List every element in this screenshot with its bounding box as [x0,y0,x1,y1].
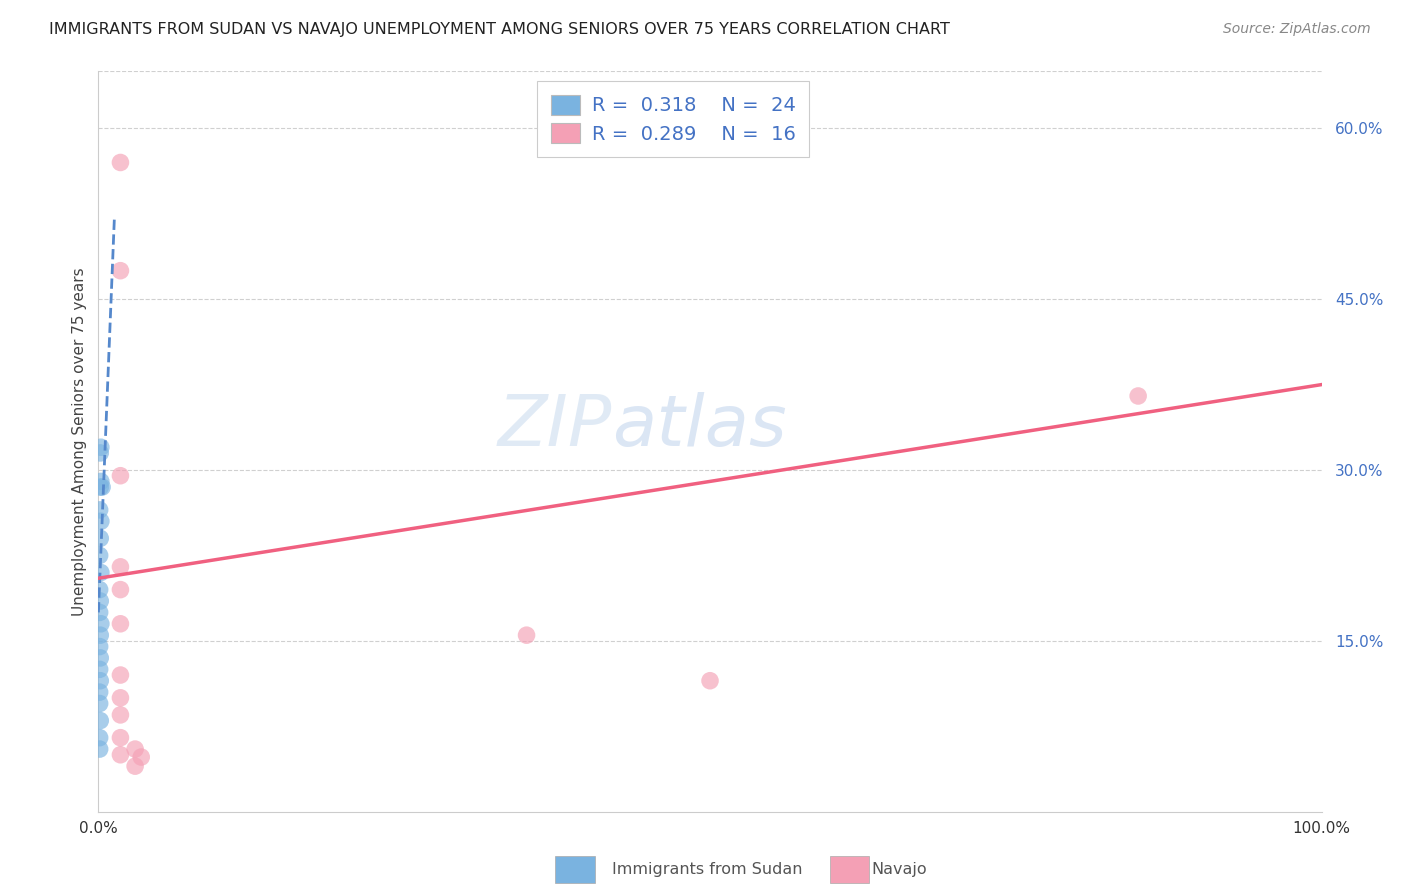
Point [89,714,111,728]
Point [699,673,721,688]
Point [515,628,537,642]
Point [89,742,111,756]
Point [89,651,111,665]
Point [89,582,111,597]
Point [89,532,111,546]
Point [90,440,112,454]
Point [89,697,111,711]
Text: Immigrants from Sudan: Immigrants from Sudan [612,863,801,877]
Point [89,640,111,654]
Text: atlas: atlas [612,392,787,461]
Text: Navajo: Navajo [872,863,928,877]
Point [89,480,111,494]
Point [89,549,111,563]
Point [89,606,111,620]
Point [110,690,132,705]
Point [89,731,111,745]
Point [129,750,152,764]
Point [1128,389,1150,403]
Point [110,468,132,483]
Point [90,475,112,489]
Text: IMMIGRANTS FROM SUDAN VS NAVAJO UNEMPLOYMENT AMONG SENIORS OVER 75 YEARS CORRELA: IMMIGRANTS FROM SUDAN VS NAVAJO UNEMPLOY… [49,22,950,37]
Point [91,480,114,494]
Point [89,662,111,676]
Legend: R =  0.318    N =  24, R =  0.289    N =  16: R = 0.318 N = 24, R = 0.289 N = 16 [537,81,810,157]
Point [110,155,132,169]
Point [124,759,146,773]
Text: ZIP: ZIP [498,392,612,461]
Point [89,673,111,688]
Point [89,594,111,608]
Point [89,628,111,642]
Point [110,263,132,277]
Point [110,559,132,574]
Point [110,616,132,631]
Point [89,685,111,699]
Point [110,731,132,745]
Point [90,616,112,631]
Point [110,747,132,762]
Point [110,707,132,722]
Point [110,582,132,597]
Point [124,742,146,756]
Point [90,514,112,528]
Y-axis label: Unemployment Among Seniors over 75 years: Unemployment Among Seniors over 75 years [72,268,87,615]
Point [110,668,132,682]
Text: Source: ZipAtlas.com: Source: ZipAtlas.com [1223,22,1371,37]
Point [89,503,111,517]
Point [90,566,112,580]
Point [89,446,111,460]
